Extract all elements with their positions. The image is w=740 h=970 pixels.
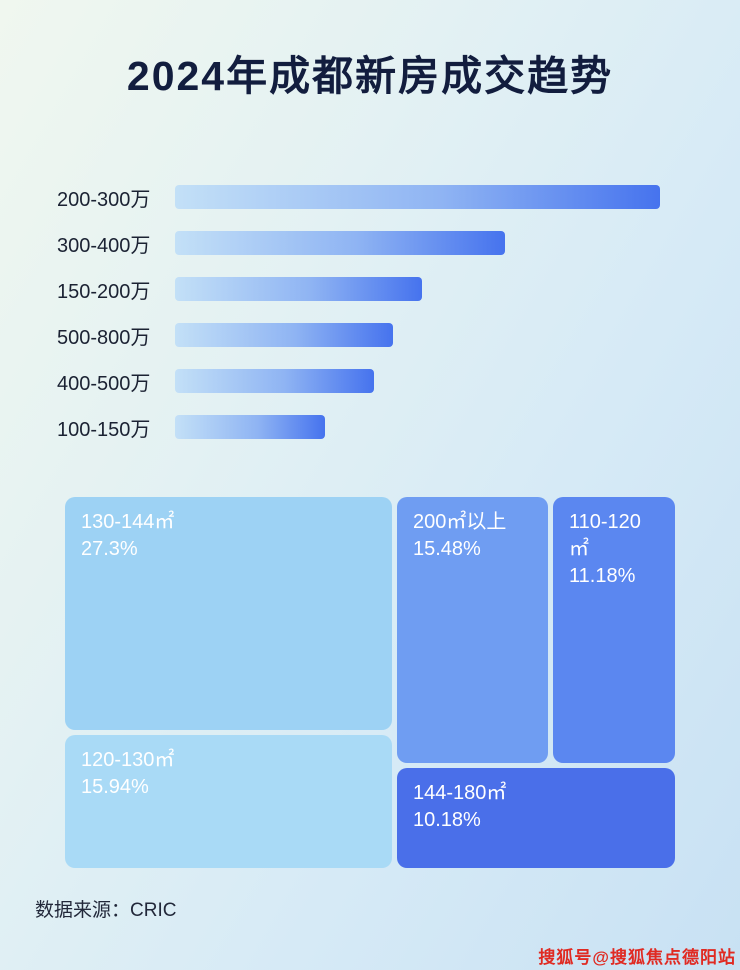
treemap-block-pct: 10.18% [413, 809, 481, 831]
treemap-block-pct: 27.3% [81, 538, 138, 560]
bar-row: 150-200万 [57, 277, 683, 303]
bar-fill [175, 415, 326, 439]
treemap-block-120-130: 120-130㎡ 15.94% [65, 735, 392, 868]
bar-track [175, 415, 660, 439]
treemap-block-pct: 11.18% [569, 565, 636, 587]
area-segment-treemap: 130-144㎡ 27.3% 120-130㎡ 15.94% 200㎡以上 15… [65, 497, 675, 868]
bar-label: 150-200万 [57, 280, 151, 303]
bar-fill [175, 231, 505, 255]
bar-track [175, 185, 660, 209]
bar-row: 200-300万 [57, 185, 683, 211]
bar-track [175, 231, 660, 255]
bar-label: 200-300万 [57, 188, 151, 211]
treemap-block-label: 110-120㎡ [569, 511, 641, 560]
bar-row: 500-800万 [57, 323, 683, 349]
bar-fill [175, 323, 394, 347]
bar-track [175, 323, 660, 347]
bar-track [175, 369, 660, 393]
treemap-block-label: 120-130㎡ [81, 749, 175, 771]
treemap-block-pct: 15.94% [81, 776, 149, 798]
page-title: 2024年成都新房成交趋势 [126, 53, 614, 99]
bar-fill [175, 185, 660, 209]
bar-row: 100-150万 [57, 415, 683, 441]
bar-label: 500-800万 [57, 326, 151, 349]
treemap-block-label: 130-144㎡ [81, 511, 175, 533]
treemap-block-200-plus: 200㎡以上 15.48% [397, 497, 548, 763]
bar-label: 100-150万 [57, 418, 151, 441]
treemap-block-110-120: 110-120㎡ 11.18% [553, 497, 675, 763]
treemap-block-label: 144-180㎡ [413, 782, 507, 804]
bar-fill [175, 369, 374, 393]
bar-row: 400-500万 [57, 369, 683, 395]
bar-label: 300-400万 [57, 234, 151, 257]
price-band-bar-chart: 200-300万 300-400万 150-200万 500-800万 400- [57, 185, 683, 461]
data-source-caption: 数据来源：CRIC [35, 900, 177, 921]
bar-row: 300-400万 [57, 231, 683, 257]
treemap-block-130-144: 130-144㎡ 27.3% [65, 497, 392, 730]
watermark-text: 搜狐号@搜狐焦点德阳站 [538, 948, 736, 967]
treemap-block-144-180: 144-180㎡ 10.18% [397, 768, 675, 868]
bar-fill [175, 277, 423, 301]
bar-label: 400-500万 [57, 372, 151, 395]
treemap-block-pct: 15.48% [413, 538, 481, 560]
bar-track [175, 277, 660, 301]
treemap-block-label: 200㎡以上 [413, 511, 507, 533]
